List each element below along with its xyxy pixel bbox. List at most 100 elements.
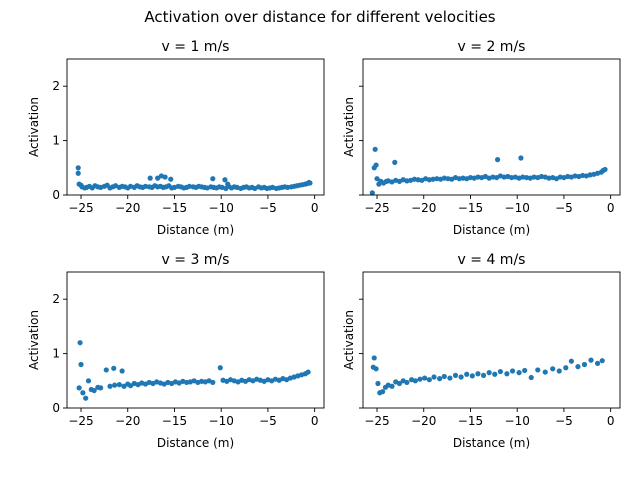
scatter-series <box>370 355 605 396</box>
scatter-point <box>210 176 216 182</box>
scatter-point <box>475 371 481 377</box>
scatter-point <box>372 146 378 152</box>
scatter-point <box>107 383 113 389</box>
scatter-series <box>76 340 311 401</box>
scatter-point <box>91 387 97 394</box>
x-tick-label: −15 <box>162 201 187 215</box>
scatter-point <box>535 367 541 373</box>
scatter-point <box>452 372 459 378</box>
x-axis-label: Distance (m) <box>157 436 234 450</box>
scatter-point <box>599 358 605 364</box>
scatter-point <box>492 371 498 377</box>
scatter-point <box>469 373 475 379</box>
scatter-point <box>98 385 104 391</box>
y-axis-label: Activation <box>342 97 356 157</box>
scatter-point <box>75 165 81 171</box>
scatter-point <box>412 378 418 384</box>
scatter-point <box>119 368 125 374</box>
scatter-point <box>504 371 510 377</box>
scatter-point <box>494 157 501 163</box>
scatter-point <box>568 358 575 364</box>
scatter-point <box>550 366 556 372</box>
x-tick-label: −20 <box>411 201 436 215</box>
scatter-point <box>217 365 223 371</box>
scatter-point <box>447 375 453 381</box>
x-tick-label: 0 <box>311 201 319 215</box>
scatter-point <box>516 370 522 376</box>
subplot-title: v = 3 m/s <box>162 252 230 268</box>
scatter-point <box>147 175 153 181</box>
subplot-3: v = 3 m/s −25 −20 −15 −10 −5 0 0 1 2 Distance (m) A… <box>27 252 325 450</box>
scatter-point <box>575 364 581 370</box>
y-axis-label: Activation <box>27 97 41 157</box>
x-tick-label: 0 <box>607 414 615 428</box>
x-tick-label: −15 <box>458 201 483 215</box>
x-tick-label: −25 <box>68 414 93 428</box>
axes-frame <box>362 58 621 196</box>
scatter-point <box>85 378 92 384</box>
scatter-point <box>396 380 403 387</box>
x-tick-label: −15 <box>458 414 483 428</box>
scatter-point <box>305 369 311 375</box>
scatter-point <box>458 374 464 380</box>
x-tick-label: −5 <box>259 414 277 428</box>
scatter-point <box>369 190 375 196</box>
y-tick-label: 2 <box>52 79 60 93</box>
subplot-title: v = 1 m/s <box>162 39 230 55</box>
y-tick-label: 1 <box>52 134 60 148</box>
scatter-point <box>116 382 122 388</box>
y-tick-label: 0 <box>52 401 60 415</box>
scatter-point <box>602 166 608 173</box>
scatter-point <box>422 375 428 381</box>
scatter-point <box>404 379 410 386</box>
x-tick-label: −5 <box>555 414 573 428</box>
scatter-point <box>375 380 381 387</box>
scatter-series <box>369 146 608 196</box>
scatter-point <box>373 366 379 372</box>
scatter-point <box>80 390 86 396</box>
scatter-point <box>518 155 524 161</box>
scatter-point <box>307 180 313 186</box>
scatter-point <box>509 368 516 374</box>
axes-frame <box>66 271 325 409</box>
x-tick-label: −10 <box>209 414 234 428</box>
subplot-1: v = 1 m/s −25 −20 −15 −10 −5 0 0 1 2 Distance (m) A… <box>27 39 325 237</box>
scatter-point <box>437 376 443 382</box>
scatter-point <box>522 367 528 374</box>
scatter-point <box>374 176 380 182</box>
scatter-point <box>168 176 174 182</box>
x-tick-label: −25 <box>364 414 389 428</box>
scatter-point <box>112 382 118 388</box>
scatter-point <box>392 159 398 165</box>
axes-frame <box>66 58 325 196</box>
x-tick-label: −20 <box>115 414 140 428</box>
scatter-point <box>225 181 231 187</box>
x-axis-label: Distance (m) <box>453 436 530 450</box>
scatter-point <box>480 372 487 378</box>
scatter-point <box>417 376 423 382</box>
scatter-point <box>588 357 594 363</box>
x-tick-label: −20 <box>411 414 436 428</box>
x-tick-label: −25 <box>68 201 93 215</box>
scatter-point <box>83 395 89 401</box>
x-axis-label: Distance (m) <box>453 223 530 237</box>
scatter-point <box>486 370 492 376</box>
x-tick-label: 0 <box>607 201 615 215</box>
scatter-point <box>426 377 432 383</box>
subplot-4: v = 4 m/s −25 −20 −15 −10 −5 0 Distance (m) Acti… <box>342 252 621 450</box>
x-tick-label: −5 <box>555 201 573 215</box>
scatter-point <box>441 373 447 380</box>
scatter-point <box>222 177 228 183</box>
scatter-point <box>78 361 84 368</box>
x-tick-label: −10 <box>505 414 530 428</box>
x-tick-label: −15 <box>162 414 187 428</box>
scatter-point <box>210 379 216 386</box>
scatter-point <box>103 367 109 373</box>
y-tick-label: 2 <box>52 292 60 306</box>
x-tick-label: −5 <box>259 201 277 215</box>
scatter-point <box>528 374 534 381</box>
subplot-grid: v = 1 m/s −25 −20 −15 −10 −5 0 0 1 2 Distance (m) A… <box>27 39 621 450</box>
subplot-title: v = 2 m/s <box>458 39 526 55</box>
x-tick-label: 0 <box>311 414 319 428</box>
